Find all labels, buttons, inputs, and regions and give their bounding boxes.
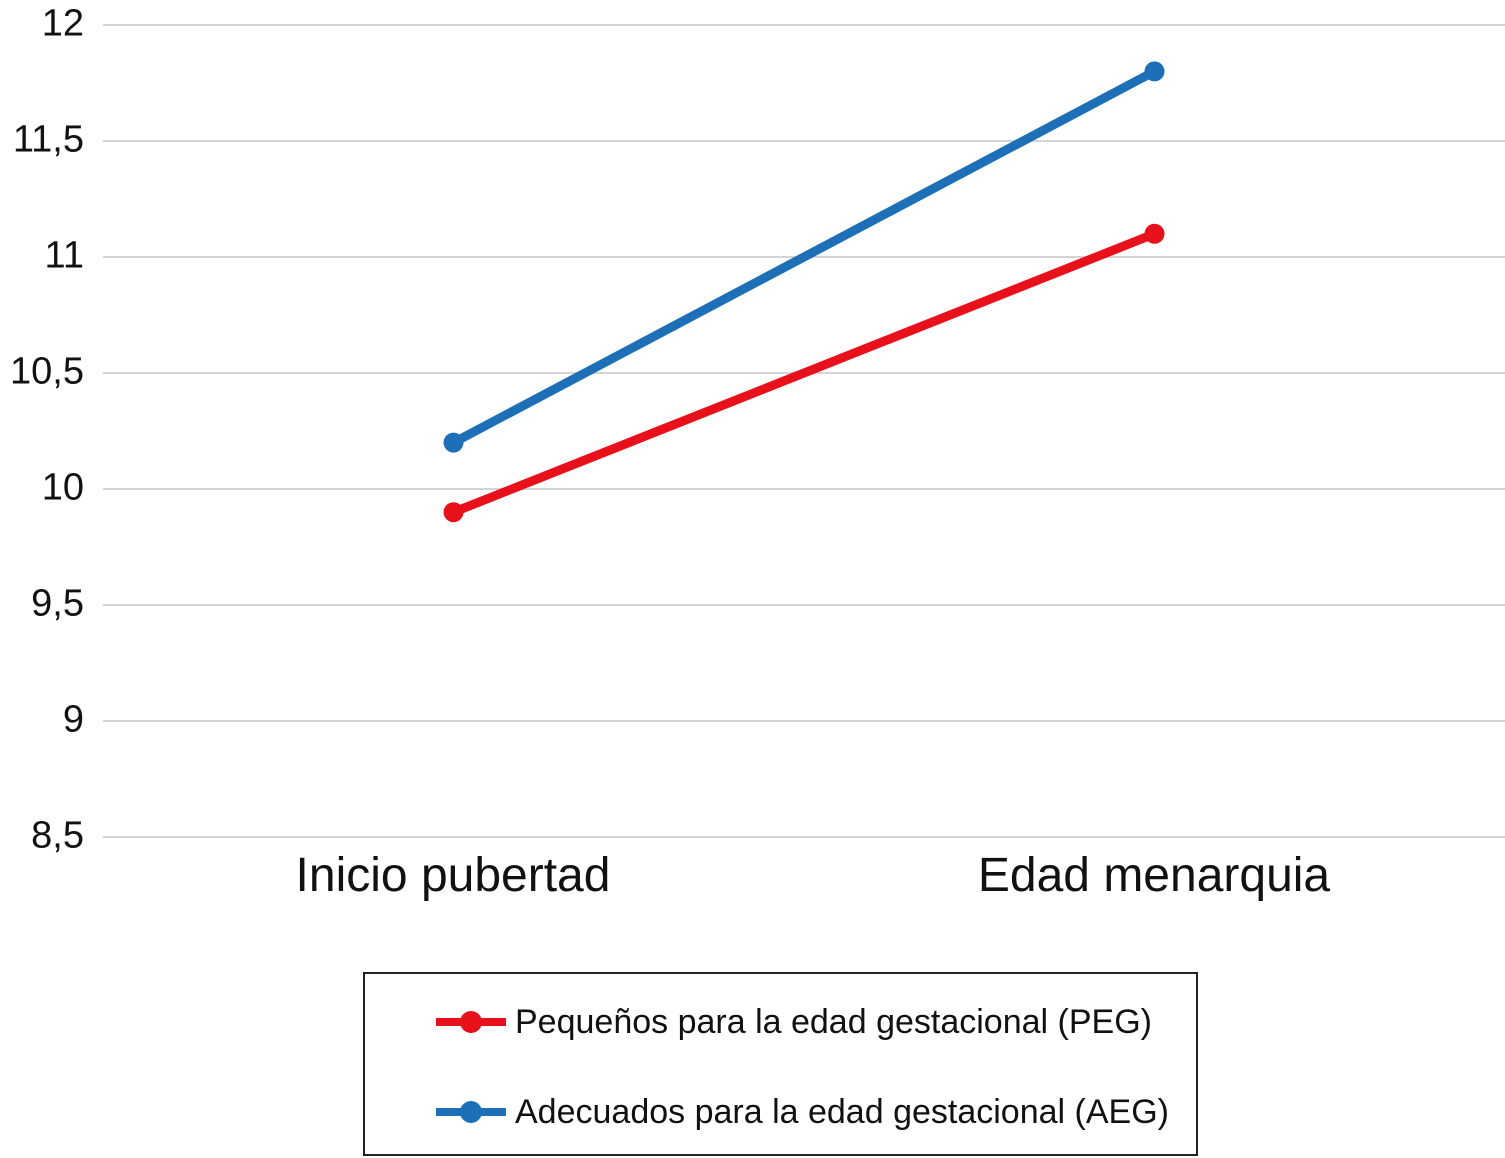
legend-label-peg: Pequeños para la edad gestacional (PEG) [515,1002,1152,1041]
series-line [449,66,1159,448]
y-axis-tick-label: 12 [41,2,84,45]
y-axis-tick-label: 9,5 [31,582,84,625]
data-point [443,502,464,523]
peg-line-marker-icon [436,1011,506,1033]
legend-item-peg: Pequeños para la edad gestacional (PEG) [435,1000,1196,1044]
y-axis-tick-label: 11 [44,234,84,277]
series-line [449,229,1159,517]
legend-item-aeg: Adecuados para la edad gestacional (AEG) [435,1090,1196,1134]
y-axis: 12 11,5 11 10,5 10 9,5 9 8,5 [0,0,84,1158]
y-axis-tick-label: 10 [41,466,84,509]
data-point [1144,223,1165,244]
y-axis-tick-label: 9 [62,698,84,741]
y-axis-tick-label: 8,5 [31,814,84,857]
legend-label-aeg: Adecuados para la edad gestacional (AEG) [515,1092,1169,1131]
y-axis-tick-label: 11,5 [12,118,84,161]
data-point [443,432,464,453]
x-axis-category-label: Inicio pubertad [295,849,611,902]
aeg-line-marker-icon [436,1101,506,1123]
data-point [1144,61,1165,82]
x-axis-category-label: Edad menarquia [977,849,1331,902]
legend: Pequeños para la edad gestacional (PEG) … [363,972,1198,1156]
y-axis-tick-label: 10,5 [10,350,84,393]
